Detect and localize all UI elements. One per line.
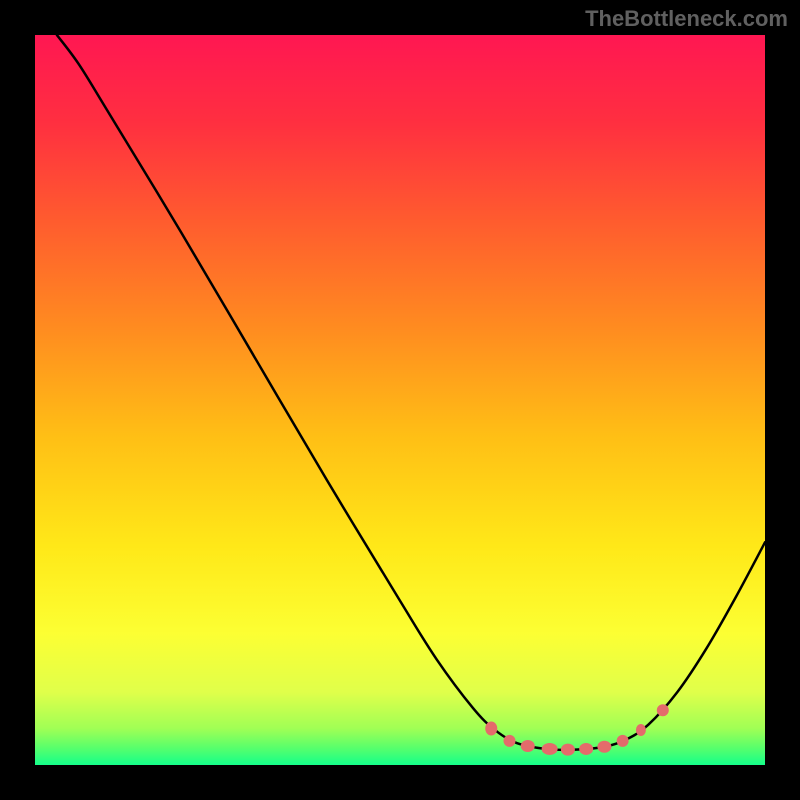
marker-point <box>657 704 669 716</box>
watermark-text: TheBottleneck.com <box>585 6 788 32</box>
marker-point <box>617 735 629 747</box>
chart-background <box>35 35 765 765</box>
marker-point <box>561 744 575 756</box>
chart-svg <box>35 35 765 765</box>
marker-point <box>542 743 558 755</box>
marker-point <box>597 741 611 753</box>
marker-point <box>579 743 593 755</box>
marker-point <box>485 722 497 736</box>
marker-point <box>504 735 516 747</box>
marker-point <box>636 724 646 736</box>
marker-point <box>521 740 535 752</box>
bottleneck-chart <box>35 35 765 765</box>
